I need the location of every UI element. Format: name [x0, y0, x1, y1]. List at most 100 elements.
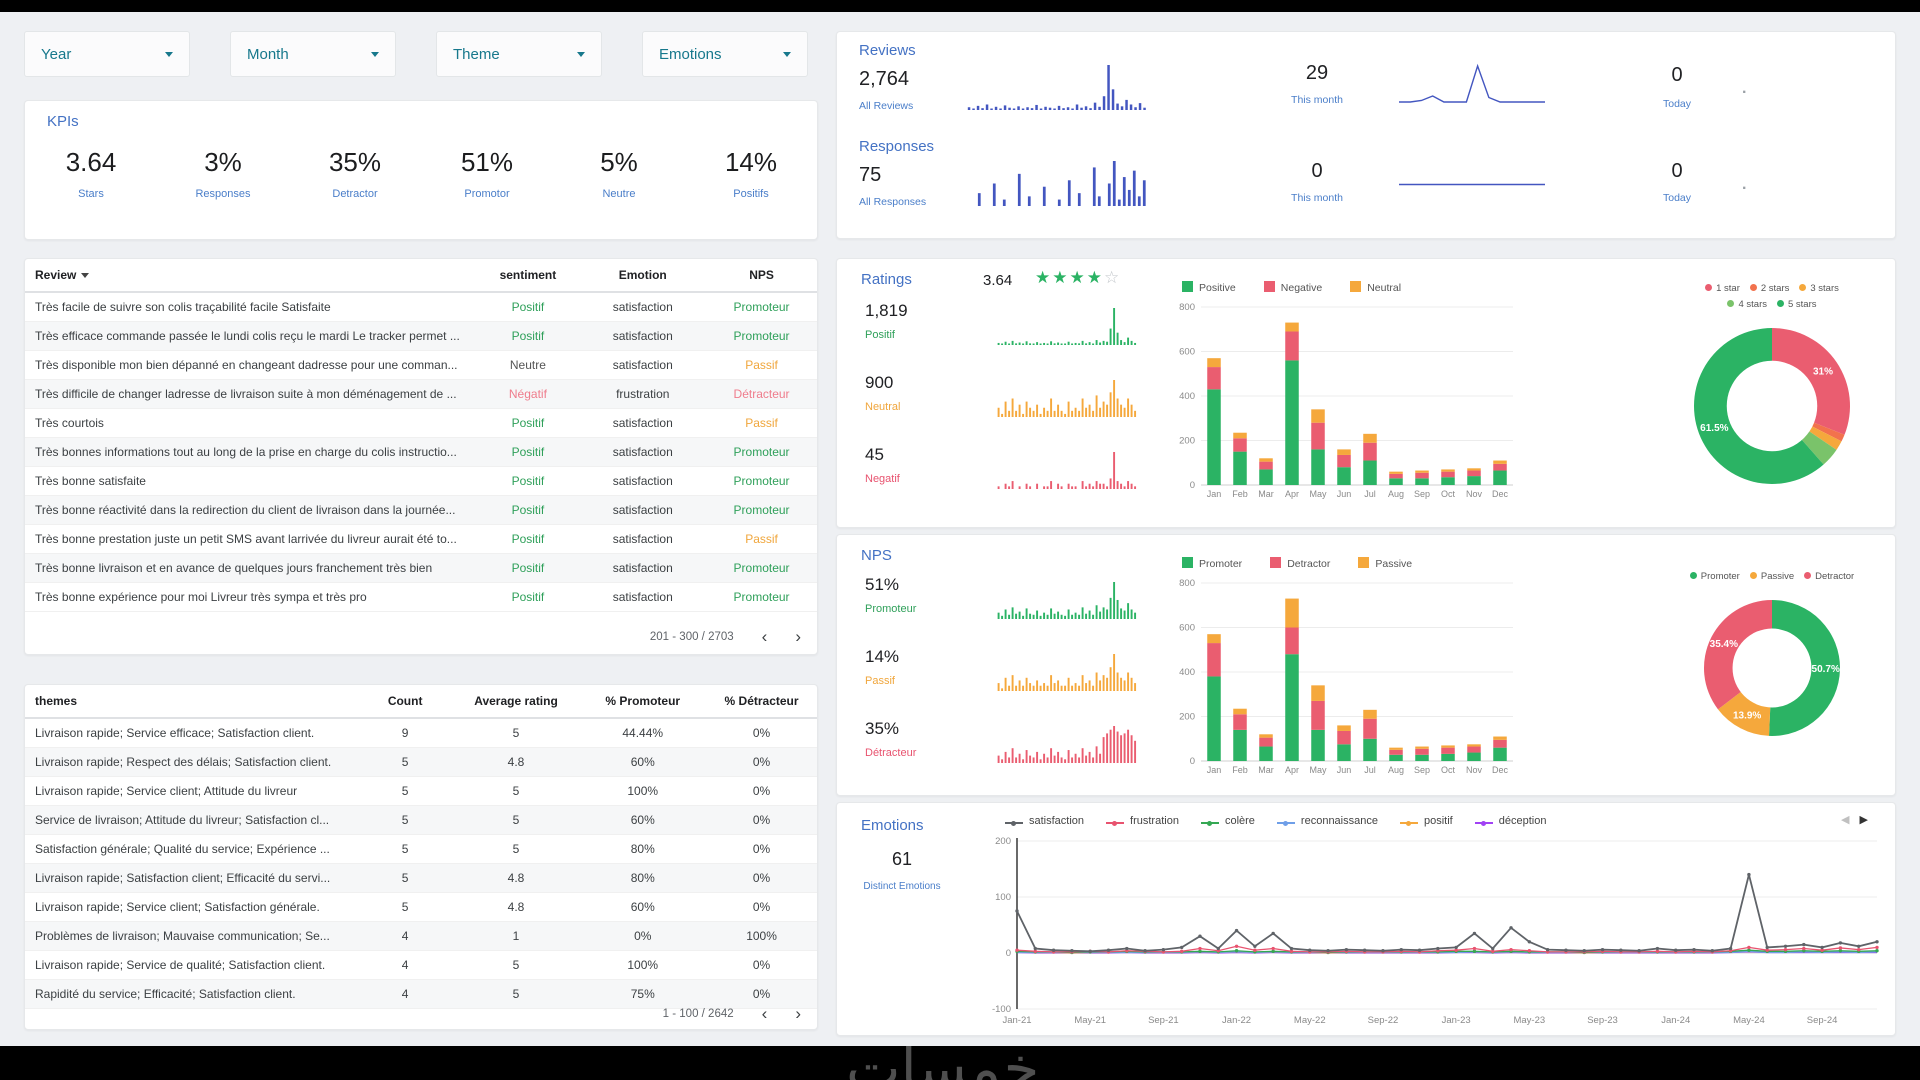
ratings-donut-chart[interactable]: 31% 61.5%	[1687, 321, 1857, 491]
table-row[interactable]: Problèmes de livraison; Mauvaise communi…	[25, 921, 817, 951]
prev-page-button[interactable]: ‹	[761, 627, 768, 646]
table-row[interactable]: Très bonnes informations tout au long de…	[25, 437, 817, 467]
svg-text:Dec: Dec	[1492, 489, 1509, 499]
nps-donut-legend: Promoter Passive Detractor	[1612, 569, 1920, 585]
table-row[interactable]: Très bonne prestation juste un petit SMS…	[25, 524, 817, 554]
svg-text:May-24: May-24	[1733, 1015, 1765, 1026]
col-header-sentiment[interactable]: sentiment	[476, 259, 580, 293]
table-row[interactable]: Livraison rapide; Satisfaction client; E…	[25, 863, 817, 893]
themes-pager: 1 - 100 / 2642 ‹ ›	[663, 1005, 801, 1022]
svg-text:Jan-24: Jan-24	[1661, 1015, 1690, 1026]
col-header-emotion[interactable]: Emotion	[579, 259, 707, 293]
col-header-nps[interactable]: NPS	[706, 259, 817, 293]
legend-prev-button[interactable]: ◀	[1841, 814, 1850, 826]
table-row[interactable]: Livraison rapide; Service efficace; Sati…	[25, 718, 817, 748]
legend-item-positive: Positive	[1182, 281, 1236, 294]
filter-emotions[interactable]: Emotions	[642, 31, 808, 77]
kpi-stars: 3.64 Stars	[65, 147, 117, 200]
legend-swatch	[1182, 557, 1193, 568]
next-page-button[interactable]: ›	[795, 1004, 801, 1023]
table-row[interactable]: Très bonne livraison et en avance de que…	[25, 553, 817, 583]
table-row[interactable]: Très difficile de changer ladresse de li…	[25, 379, 817, 409]
emotions-card: Emotions 61 Distinct Emotions satisfacti…	[836, 802, 1896, 1036]
negatif-label: Negatif	[865, 473, 900, 485]
table-row[interactable]: Très disponible mon bien dépanné en chan…	[25, 350, 817, 380]
emotions-timeline-chart[interactable]: -100 0 100 200 Jan-21 May-21 Sep-21 Jan-22 May-2…	[985, 835, 1885, 1027]
col-header-detracteur[interactable]: % Détracteur	[706, 685, 817, 719]
legend-next-button[interactable]: ▶	[1859, 814, 1868, 826]
reviews-title: Reviews	[859, 42, 916, 59]
table-row[interactable]: Satisfaction générale; Qualité du servic…	[25, 834, 817, 864]
legend-swatch	[1358, 557, 1370, 568]
col-header-review[interactable]: Review	[25, 259, 477, 293]
table-row[interactable]: Livraison rapide; Service client; Satisf…	[25, 892, 817, 922]
svg-text:800: 800	[1179, 578, 1195, 589]
svg-text:13.9%: 13.9%	[1733, 711, 1761, 722]
ratings-monthly-chart[interactable]: 0 200 400 600 800 Jan Feb Mar Apr May Jun Jul Aug Sep…	[1167, 301, 1517, 501]
prev-page-button[interactable]: ‹	[761, 1004, 768, 1023]
nps-monthly-chart[interactable]: 0 200 400 600 800 Jan Feb Mar Apr May Jun Jul Aug Sep…	[1167, 577, 1517, 777]
svg-text:Dec: Dec	[1492, 765, 1509, 775]
legend-item-frustration: frustration	[1106, 815, 1179, 827]
reviews-table-header: Review sentiment Emotion NPS	[25, 259, 817, 293]
table-row[interactable]: Rapidité du service; Efficacité; Satisfa…	[25, 979, 817, 1009]
legend-item-deception: déception	[1474, 815, 1546, 827]
kpis-card: KPIs 3.64 Stars 3% Responses 35% Detractor …	[24, 100, 818, 240]
legend-swatch	[1263, 281, 1275, 292]
reviews-month-value: 29	[1305, 62, 1329, 84]
table-row[interactable]: Très facile de suivre son colis traçabil…	[25, 292, 817, 322]
negatif-sparkline	[997, 452, 1137, 489]
passif-value: 14%	[865, 647, 900, 666]
table-row[interactable]: Livraison rapide; Service de qualité; Sa…	[25, 950, 817, 980]
svg-text:200: 200	[995, 836, 1011, 847]
chevron-down-icon	[577, 51, 585, 57]
themes-table-body: Livraison rapide; Service efficace; Sati…	[25, 718, 817, 1009]
reviews-today-label: Today	[1662, 98, 1692, 110]
themes-pager-range: 1 - 100 / 2642	[662, 1007, 734, 1020]
next-page-button[interactable]: ›	[795, 627, 801, 646]
svg-text:50.7%: 50.7%	[1812, 664, 1840, 675]
col-header-count[interactable]: Count	[357, 685, 453, 719]
svg-text:Mar: Mar	[1258, 765, 1274, 775]
chevron-down-icon	[783, 51, 791, 57]
filter-month[interactable]: Month	[230, 31, 396, 77]
filter-theme[interactable]: Theme	[436, 31, 602, 77]
nps-donut-chart[interactable]: 50.7% 13.9% 35.4%	[1697, 593, 1847, 743]
star-empty-icon: ☆	[1103, 268, 1122, 287]
legend-item-neutral: Neutral	[1350, 281, 1401, 294]
kpi-responses: 3% Responses	[195, 147, 251, 200]
svg-text:200: 200	[1179, 712, 1195, 723]
table-row[interactable]: Très bonne satisfaite Positif satisfaction…	[25, 466, 817, 496]
table-row[interactable]: Très bonne expérience pour moi Livreur t…	[25, 582, 817, 612]
filter-year[interactable]: Year	[24, 31, 190, 77]
col-header-themes[interactable]: themes	[25, 685, 358, 719]
table-row[interactable]: Très courtois Positif satisfaction Passif	[25, 408, 817, 438]
legend-item-passive: Passive	[1358, 557, 1412, 570]
table-row[interactable]: Très bonne réactivité dans la redirectio…	[25, 495, 817, 525]
kpi-positifs: 14% Positifs	[724, 147, 778, 200]
reviews-month-label: This month	[1291, 94, 1343, 106]
table-row[interactable]: Très efficace commande passée le lundi c…	[25, 321, 817, 351]
responses-title: Responses	[859, 138, 935, 155]
svg-text:31%: 31%	[1813, 366, 1833, 377]
svg-text:400: 400	[1179, 391, 1195, 402]
filter-theme-label: Theme	[453, 45, 500, 63]
legend-swatch	[1270, 557, 1282, 568]
chevron-down-icon	[165, 51, 173, 57]
reviews-month-sparkline	[1399, 63, 1545, 103]
table-row[interactable]: Livraison rapide; Respect des délais; Sa…	[25, 747, 817, 777]
table-row[interactable]: Service de livraison; Attitude du livreu…	[25, 805, 817, 835]
col-header-promoteur[interactable]: % Promoteur	[579, 685, 707, 719]
col-header-average-rating[interactable]: Average rating	[452, 685, 580, 719]
table-row[interactable]: Livraison rapide; Service client; Attitu…	[25, 776, 817, 806]
ratings-bar-legend: Positive Negative Neutral	[1182, 281, 1401, 294]
reviews-pager-range: 201 - 300 / 2703	[649, 630, 734, 643]
legend-pager: ◀ ▶	[1841, 813, 1868, 826]
legend-swatch	[1350, 281, 1362, 292]
neutral-count: 900	[865, 373, 894, 392]
detracteur-sparkline	[997, 726, 1137, 763]
svg-text:Jan: Jan	[1207, 765, 1222, 775]
svg-text:Jan-23: Jan-23	[1442, 1015, 1471, 1026]
kpis-title: KPIs	[47, 113, 79, 130]
svg-text:Aug: Aug	[1388, 489, 1404, 499]
